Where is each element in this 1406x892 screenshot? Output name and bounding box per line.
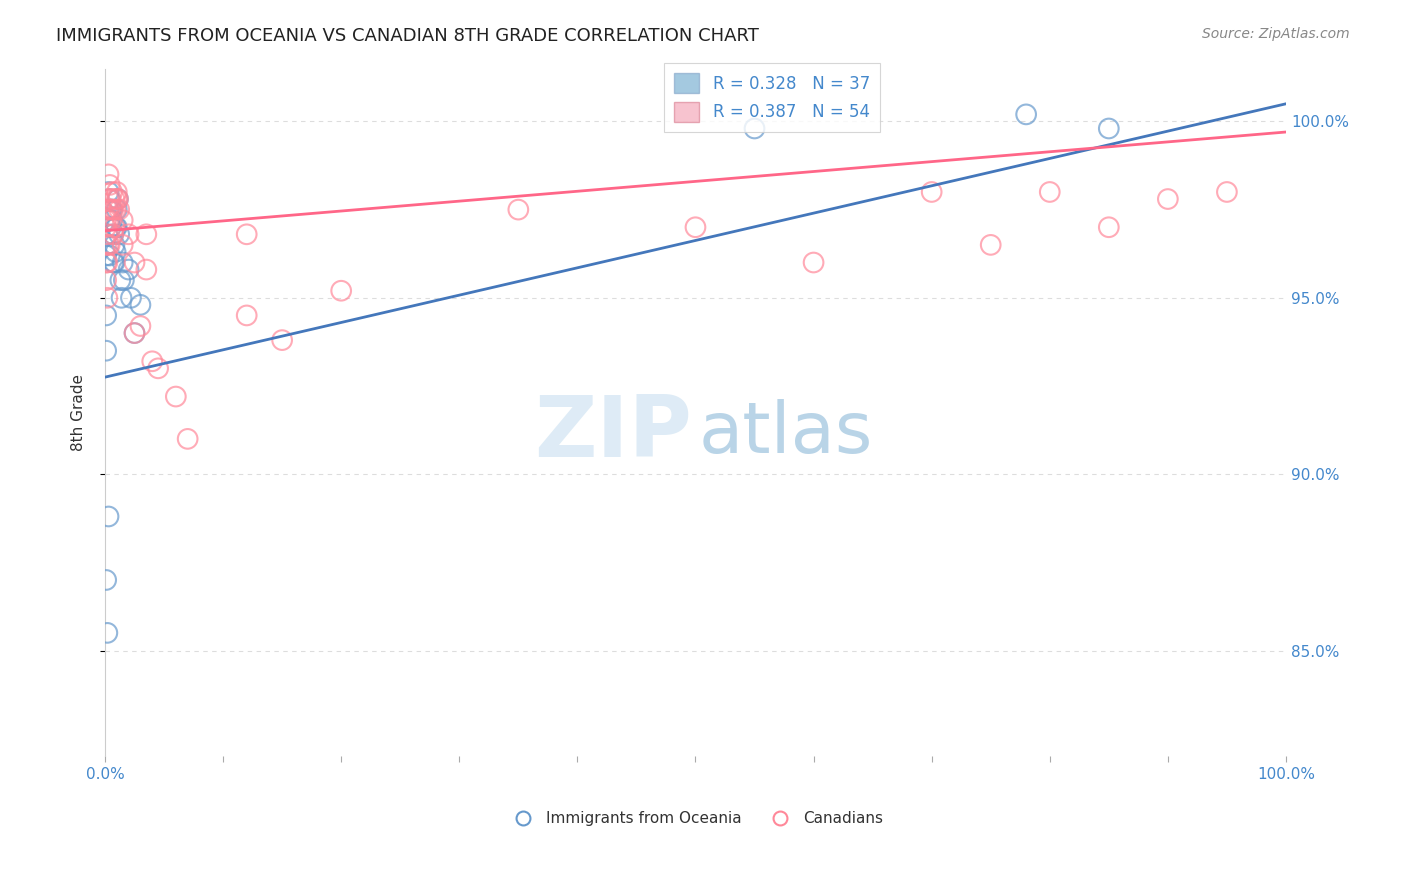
Point	[1098, 220, 1121, 235]
Point	[108, 227, 131, 242]
Point	[100, 202, 122, 217]
Text: IMMIGRANTS FROM OCEANIA VS CANADIAN 8TH GRADE CORRELATION CHART: IMMIGRANTS FROM OCEANIA VS CANADIAN 8TH …	[56, 27, 759, 45]
Point	[103, 227, 125, 242]
Point	[103, 255, 125, 269]
Point	[110, 291, 132, 305]
Point	[105, 220, 128, 235]
Point	[97, 509, 120, 524]
Point	[100, 220, 122, 235]
Point	[107, 192, 129, 206]
Point	[105, 185, 128, 199]
Point	[105, 192, 128, 206]
Point	[103, 255, 125, 269]
Point	[117, 227, 139, 242]
Text: Source: ZipAtlas.com: Source: ZipAtlas.com	[1202, 27, 1350, 41]
Point	[96, 309, 118, 323]
Point	[97, 238, 120, 252]
Point	[803, 255, 825, 269]
Point	[141, 354, 163, 368]
Point	[103, 220, 125, 235]
Point	[111, 255, 134, 269]
Point	[97, 192, 120, 206]
Point	[120, 291, 142, 305]
Point	[235, 227, 257, 242]
Point	[96, 248, 118, 262]
Point	[165, 390, 187, 404]
Point	[101, 185, 124, 199]
Point	[98, 192, 121, 206]
Point	[96, 227, 118, 242]
Point	[103, 238, 125, 252]
Point	[111, 213, 134, 227]
Point	[1216, 185, 1239, 199]
Point	[235, 309, 257, 323]
Text: atlas: atlas	[699, 399, 873, 467]
Point	[96, 220, 118, 235]
Point	[97, 185, 120, 199]
Point	[97, 213, 120, 227]
Point	[100, 192, 122, 206]
Point	[98, 202, 121, 217]
Point	[105, 202, 128, 217]
Point	[96, 626, 118, 640]
Point	[97, 202, 120, 217]
Point	[1157, 192, 1180, 206]
Point	[97, 167, 120, 181]
Point	[96, 343, 118, 358]
Point	[96, 238, 118, 252]
Point	[96, 573, 118, 587]
Point	[176, 432, 198, 446]
Point	[124, 326, 146, 340]
Point	[921, 185, 943, 199]
Point	[100, 213, 122, 227]
Point	[98, 238, 121, 252]
Point	[96, 213, 118, 227]
Point	[104, 202, 127, 217]
Point	[101, 202, 124, 217]
Point	[744, 121, 766, 136]
Point	[111, 238, 134, 252]
Point	[508, 202, 530, 217]
Point	[104, 220, 127, 235]
Point	[146, 361, 169, 376]
Point	[108, 202, 131, 217]
Point	[96, 255, 118, 269]
Point	[107, 192, 129, 206]
Point	[98, 213, 121, 227]
Point	[685, 220, 707, 235]
Point	[98, 248, 121, 262]
Point	[271, 333, 294, 347]
Point	[96, 255, 118, 269]
Point	[112, 273, 135, 287]
Legend: Immigrants from Oceania, Canadians: Immigrants from Oceania, Canadians	[502, 805, 889, 832]
Point	[103, 227, 125, 242]
Point	[135, 227, 157, 242]
Point	[1015, 107, 1038, 121]
Point	[101, 202, 124, 217]
Point	[96, 202, 118, 217]
Point	[980, 238, 1002, 252]
Point	[103, 202, 125, 217]
Point	[101, 213, 124, 227]
Point	[103, 192, 125, 206]
Y-axis label: 8th Grade: 8th Grade	[72, 374, 86, 451]
Point	[1039, 185, 1062, 199]
Point	[330, 284, 353, 298]
Point	[129, 298, 152, 312]
Point	[124, 326, 146, 340]
Point	[104, 244, 127, 259]
Point	[96, 273, 118, 287]
Point	[96, 291, 118, 305]
Point	[1098, 121, 1121, 136]
Point	[135, 262, 157, 277]
Point	[129, 318, 152, 333]
Point	[117, 262, 139, 277]
Point	[110, 273, 132, 287]
Point	[124, 255, 146, 269]
Point	[98, 178, 121, 192]
Text: ZIP: ZIP	[534, 392, 692, 475]
Point	[96, 227, 118, 242]
